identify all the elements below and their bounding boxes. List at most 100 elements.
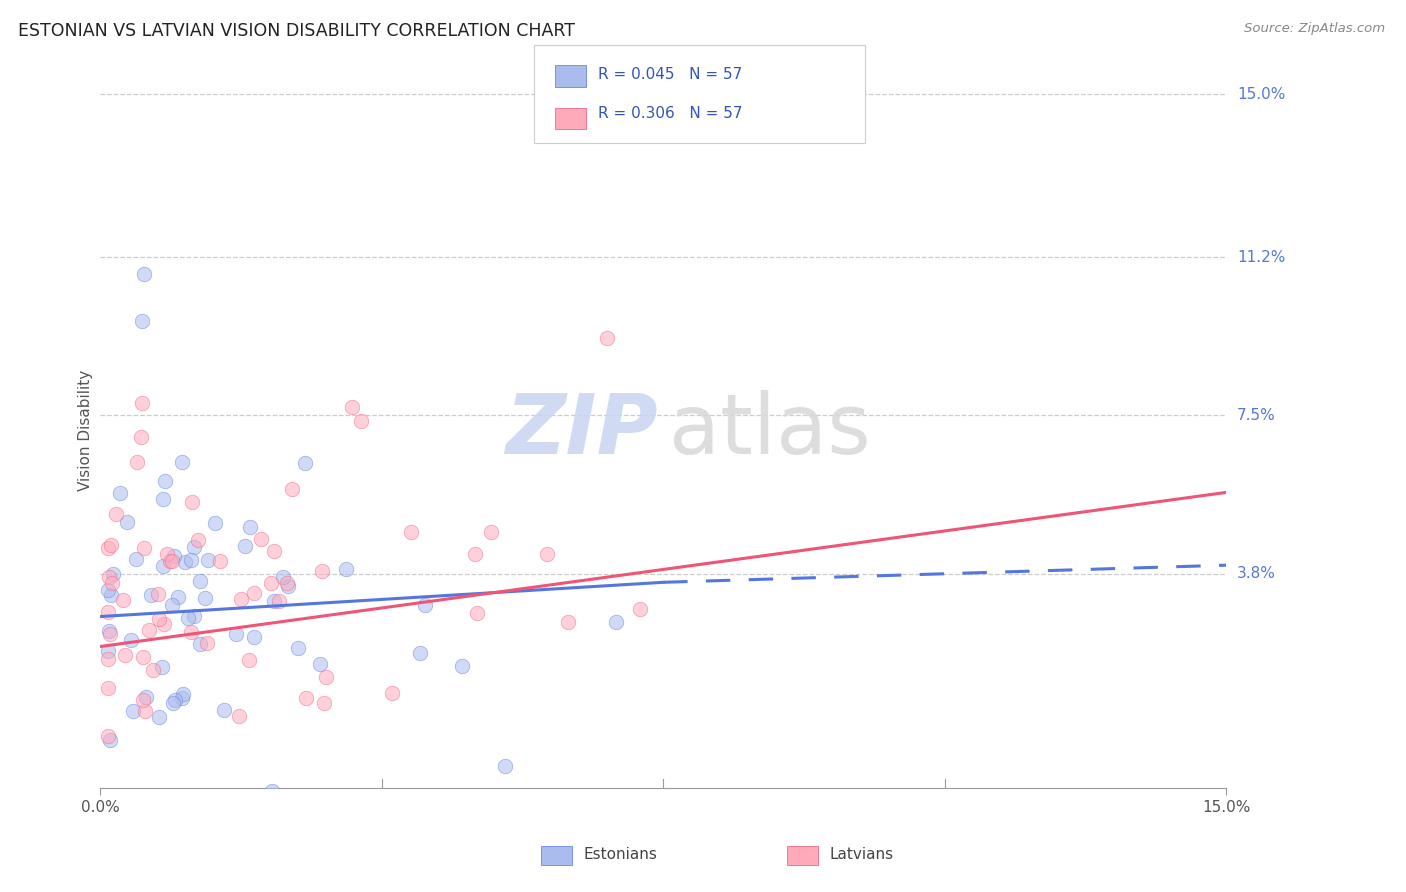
Point [311,564,333,578]
Point [142,663,165,677]
Point [479,524,502,539]
Point [138,624,160,638]
Text: 11.2%: 11.2% [1237,250,1285,265]
Point [194,591,217,605]
Point [350,414,373,428]
Point [238,653,260,667]
Point [314,696,336,710]
Point [260,575,283,590]
Point [98,732,121,747]
Point [174,556,197,570]
Text: 15.0%: 15.0% [1237,87,1285,102]
Point [103,567,125,582]
Text: Source: ZipAtlas.com: Source: ZipAtlas.com [1244,22,1385,36]
Point [276,575,298,590]
Point [180,553,202,567]
Point [162,696,184,710]
Point [204,516,226,530]
Point [197,553,219,567]
Point [267,594,290,608]
Point [115,515,138,529]
Point [212,703,235,717]
Point [132,267,155,281]
Point [114,648,136,663]
Point [139,588,162,602]
Text: ZIP: ZIP [505,390,658,471]
Point [121,704,143,718]
Point [97,729,120,743]
Point [287,640,309,655]
Point [170,455,193,469]
Point [281,482,304,496]
Point [464,547,486,561]
Point [335,562,357,576]
Point [97,644,120,658]
Point [208,554,231,568]
Point [97,583,120,598]
Point [177,611,200,625]
Point [172,687,194,701]
Point [225,627,247,641]
Point [295,691,318,706]
Point [160,554,183,568]
Point [494,758,516,772]
Point [165,693,187,707]
Point [340,400,363,414]
Point [132,541,155,556]
Point [111,592,134,607]
Point [413,598,436,612]
Point [108,486,131,500]
Point [628,602,651,616]
Text: Latvians: Latvians [830,847,894,862]
Point [294,456,316,470]
Point [131,693,153,707]
Point [163,549,186,563]
Point [309,657,332,671]
Point [160,598,183,612]
Point [183,609,205,624]
Point [148,710,170,724]
Point [152,492,174,507]
Point [131,395,153,409]
Text: 7.5%: 7.5% [1237,408,1275,423]
Text: R = 0.045   N = 57: R = 0.045 N = 57 [598,67,742,81]
Point [97,605,120,619]
Point [263,593,285,607]
Point [409,646,432,660]
Y-axis label: Vision Disability: Vision Disability [79,370,93,491]
Point [156,547,179,561]
Text: R = 0.306   N = 57: R = 0.306 N = 57 [598,106,742,120]
Point [605,615,627,629]
Point [180,624,202,639]
Point [129,430,152,444]
Point [277,579,299,593]
Point [167,590,190,604]
Text: 3.8%: 3.8% [1237,566,1277,582]
Point [243,631,266,645]
Point [315,671,337,685]
Point [146,587,169,601]
Text: atlas: atlas [669,390,870,471]
Point [97,541,120,555]
Point [187,533,209,548]
Point [170,691,193,706]
Point [450,659,472,673]
Point [101,575,124,590]
Point [183,540,205,554]
Point [150,659,173,673]
Point [98,627,121,641]
Point [188,637,211,651]
Point [195,636,218,650]
Point [152,559,174,574]
Point [188,574,211,589]
Point [228,709,250,723]
Point [98,624,121,639]
Text: Estonians: Estonians [583,847,658,862]
Point [260,783,283,797]
Point [134,705,156,719]
Point [557,615,579,629]
Point [233,539,256,553]
Point [100,538,122,552]
Point [381,686,404,700]
Text: ESTONIAN VS LATVIAN VISION DISABILITY CORRELATION CHART: ESTONIAN VS LATVIAN VISION DISABILITY CO… [18,22,575,40]
